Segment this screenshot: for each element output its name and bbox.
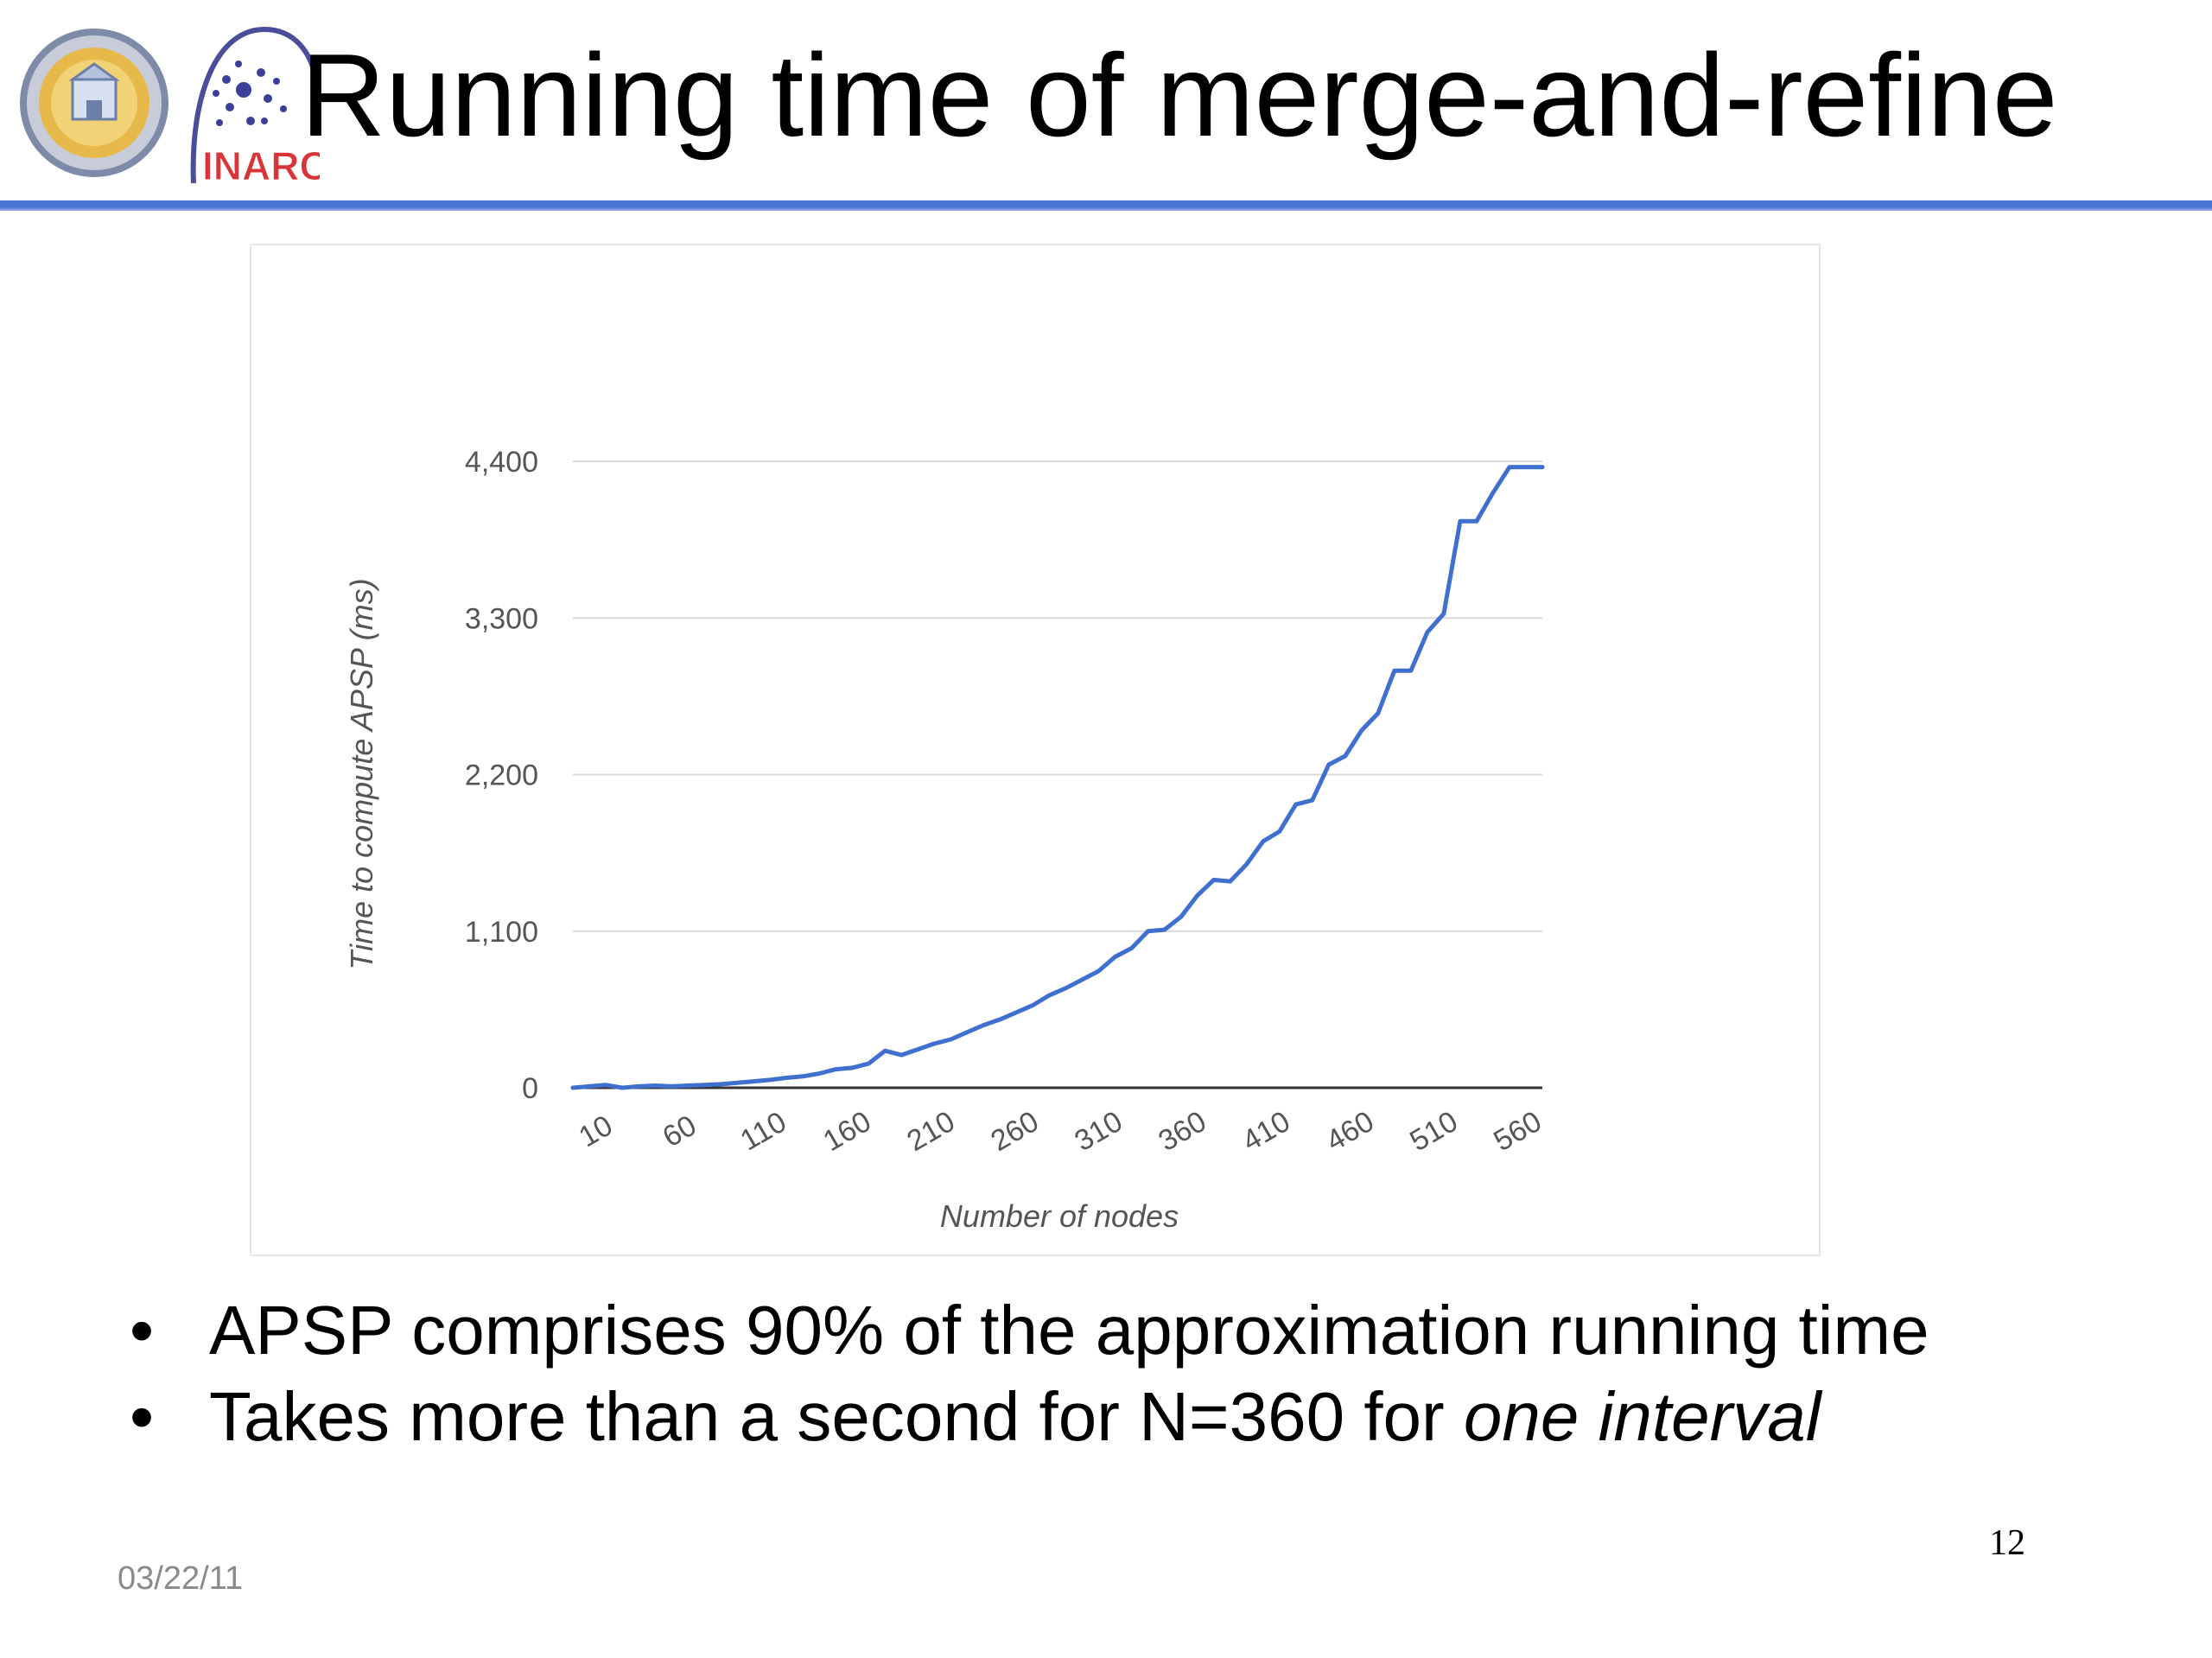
x-tick-label: 60 — [658, 1109, 702, 1154]
x-tick-label: 510 — [1404, 1105, 1463, 1158]
inarc-logo-text: INARC — [202, 143, 320, 188]
bullet-item: • Takes more than a second for N=360 for… — [130, 1374, 1929, 1460]
x-tick-label: 360 — [1153, 1105, 1211, 1158]
x-axis-label: Number of nodes — [940, 1198, 1179, 1234]
x-tick-label: 260 — [985, 1105, 1044, 1158]
x-tick-label: 110 — [735, 1105, 792, 1157]
y-axis-label: Time to compute APSP (ms) — [344, 578, 379, 969]
page-number: 12 — [1989, 1523, 2025, 1563]
chart-frame: 0 1,100 2,200 3,300 4,400 10 60 110 160 210 260 31… — [250, 244, 1821, 1256]
x-tick-label: 460 — [1320, 1105, 1379, 1158]
bullet-marker: • — [130, 1292, 155, 1369]
bullet-emphasis: one interval — [1463, 1378, 1821, 1455]
university-seal-icon — [20, 29, 168, 177]
slide-date: 03/22/11 — [118, 1560, 244, 1597]
x-tick-label: 210 — [901, 1105, 960, 1158]
bullet-item: • APSP comprises 90% of the approximatio… — [130, 1287, 1929, 1374]
y-tick-label: 4,400 — [465, 446, 538, 479]
x-tick-label: 310 — [1069, 1105, 1128, 1158]
line-chart: 0 1,100 2,200 3,300 4,400 10 60 110 160 210 260 31… — [344, 446, 1548, 1234]
y-tick-label: 1,100 — [465, 916, 538, 949]
title-underline — [0, 200, 2212, 211]
series-line — [570, 465, 1545, 1090]
y-tick-label: 0 — [522, 1072, 538, 1105]
y-tick-label: 3,300 — [465, 602, 538, 635]
x-tick-label: 160 — [817, 1105, 876, 1158]
x-tick-label: 560 — [1488, 1105, 1547, 1158]
inarc-logo-icon: INARC — [190, 26, 320, 189]
bullet-text: APSP comprises 90% of the approximation … — [209, 1292, 1929, 1369]
x-tick-label: 10 — [574, 1109, 619, 1154]
slide-title: Running time of merge-and-refine — [301, 29, 2058, 161]
x-tick-label: 410 — [1236, 1105, 1295, 1158]
y-tick-label: 2,200 — [465, 759, 538, 792]
bullet-marker: • — [130, 1378, 155, 1455]
bullet-text: Takes more than a second for N=360 for — [209, 1378, 1464, 1455]
bullet-list: • APSP comprises 90% of the approximatio… — [130, 1287, 1929, 1460]
